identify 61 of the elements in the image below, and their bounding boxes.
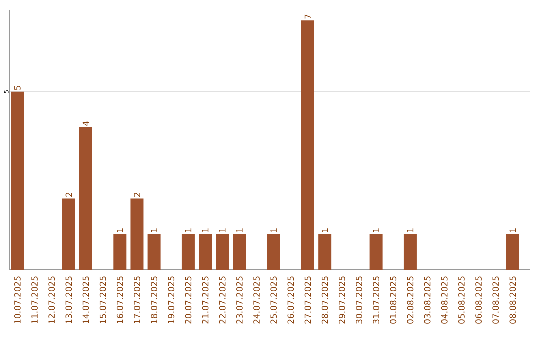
bar — [130, 198, 144, 270]
x-tick-label: 01.08.2025 — [390, 276, 397, 324]
x-tick-label: 02.08.2025 — [407, 276, 414, 324]
data-label: 2 — [134, 193, 140, 197]
x-tick-label: 23.07.2025 — [236, 276, 243, 324]
x-tick-label: 05.08.2025 — [458, 276, 465, 324]
bar — [302, 20, 314, 270]
data-label: 7 — [304, 14, 312, 19]
x-tick-label: 04.08.2025 — [441, 276, 448, 324]
x-tick-label: 18.07.2025 — [151, 276, 158, 324]
x-tick-label: 25.07.2025 — [270, 276, 278, 324]
x-tick-label: 21.07.2025 — [202, 276, 209, 324]
x-tick-label: 06.08.2025 — [476, 276, 482, 324]
bar — [506, 234, 520, 270]
data-label: 1 — [185, 228, 192, 232]
data-label: 1 — [202, 228, 209, 232]
x-tick-label: 17.07.2025 — [134, 276, 140, 324]
x-tick-label: 22.07.2025 — [219, 276, 226, 324]
x-tick-label: 03.08.2025 — [424, 276, 431, 324]
x-tick-label: 27.07.2025 — [304, 276, 312, 324]
data-label: 1 — [236, 228, 243, 232]
data-label: 2 — [66, 193, 72, 197]
x-tick-label: 30.07.2025 — [356, 276, 362, 324]
x-tick-label: 12.07.2025 — [48, 276, 56, 324]
x-tick-label: 15.07.2025 — [100, 276, 106, 324]
data-label: 4 — [82, 121, 90, 126]
x-tick-label: 31.07.2025 — [373, 276, 380, 324]
bar — [79, 128, 92, 270]
bar — [404, 234, 417, 270]
bar — [62, 198, 76, 270]
x-tick-label: 10.07.2025 — [14, 276, 21, 324]
data-label: 1 — [270, 228, 277, 232]
x-tick-label: 16.07.2025 — [116, 276, 124, 324]
bar — [267, 234, 280, 270]
x-tick-label: 13.07.2025 — [66, 276, 72, 324]
x-tick-label: 11.07.2025 — [32, 276, 38, 324]
data-label: 1 — [117, 228, 124, 232]
data-label: 1 — [407, 228, 414, 232]
data-label: 1 — [220, 228, 226, 232]
bar — [318, 234, 332, 270]
x-tick-label: 14.07.2025 — [82, 276, 90, 324]
bar — [182, 234, 195, 270]
bar — [148, 234, 161, 270]
x-tick-label: 28.07.2025 — [322, 276, 328, 324]
bar — [216, 234, 230, 270]
bar — [114, 234, 127, 270]
x-tick-label: 08.08.2025 — [510, 276, 516, 324]
data-label: 1 — [510, 228, 516, 232]
bar — [370, 234, 383, 270]
x-tick-label: 19.07.2025 — [168, 276, 175, 324]
x-tick-label: 26.07.2025 — [288, 276, 294, 324]
bar — [199, 234, 212, 270]
data-label: 1 — [322, 228, 328, 232]
x-tick-label: 07.08.2025 — [492, 276, 500, 324]
data-label: 1 — [373, 228, 380, 232]
x-tick-label: 29.07.2025 — [338, 276, 346, 324]
x-tick-label: 24.07.2025 — [254, 276, 260, 324]
bar — [233, 234, 246, 270]
data-label: 1 — [151, 228, 158, 232]
x-tick-label: 20.07.2025 — [185, 276, 192, 324]
bar — [11, 92, 24, 270]
